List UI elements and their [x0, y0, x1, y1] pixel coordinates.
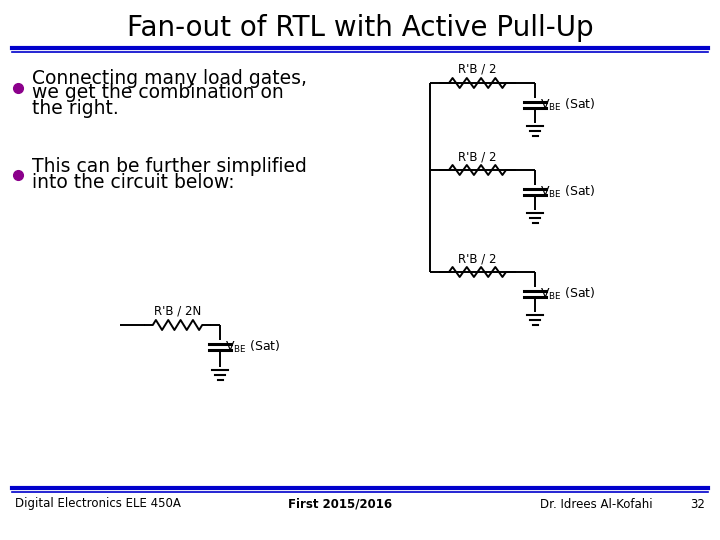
- Text: R'B / 2: R'B / 2: [458, 63, 497, 76]
- Text: R'B / 2N: R'B / 2N: [154, 305, 201, 318]
- Text: $\mathregular{V_{BE}}$ (Sat): $\mathregular{V_{BE}}$ (Sat): [540, 286, 595, 302]
- Text: This can be further simplified: This can be further simplified: [32, 158, 307, 177]
- Text: the right.: the right.: [32, 98, 119, 118]
- Text: R'B / 2: R'B / 2: [458, 252, 497, 265]
- Text: First 2015/2016: First 2015/2016: [288, 497, 392, 510]
- Text: Digital Electronics ELE 450A: Digital Electronics ELE 450A: [15, 497, 181, 510]
- Text: 32: 32: [690, 497, 705, 510]
- Text: we get the combination on: we get the combination on: [32, 84, 284, 103]
- Text: $\mathregular{V_{BE}}$ (Sat): $\mathregular{V_{BE}}$ (Sat): [540, 184, 595, 200]
- Text: Connecting many load gates,: Connecting many load gates,: [32, 69, 307, 87]
- Text: into the circuit below:: into the circuit below:: [32, 172, 235, 192]
- Text: $\mathregular{V_{BE}}$ (Sat): $\mathregular{V_{BE}}$ (Sat): [540, 97, 595, 113]
- Text: $\mathregular{V_{BE}}$ (Sat): $\mathregular{V_{BE}}$ (Sat): [225, 339, 281, 355]
- Text: Dr. Idrees Al-Kofahi: Dr. Idrees Al-Kofahi: [540, 497, 652, 510]
- Text: R'B / 2: R'B / 2: [458, 150, 497, 163]
- Text: Fan-out of RTL with Active Pull-Up: Fan-out of RTL with Active Pull-Up: [127, 14, 593, 42]
